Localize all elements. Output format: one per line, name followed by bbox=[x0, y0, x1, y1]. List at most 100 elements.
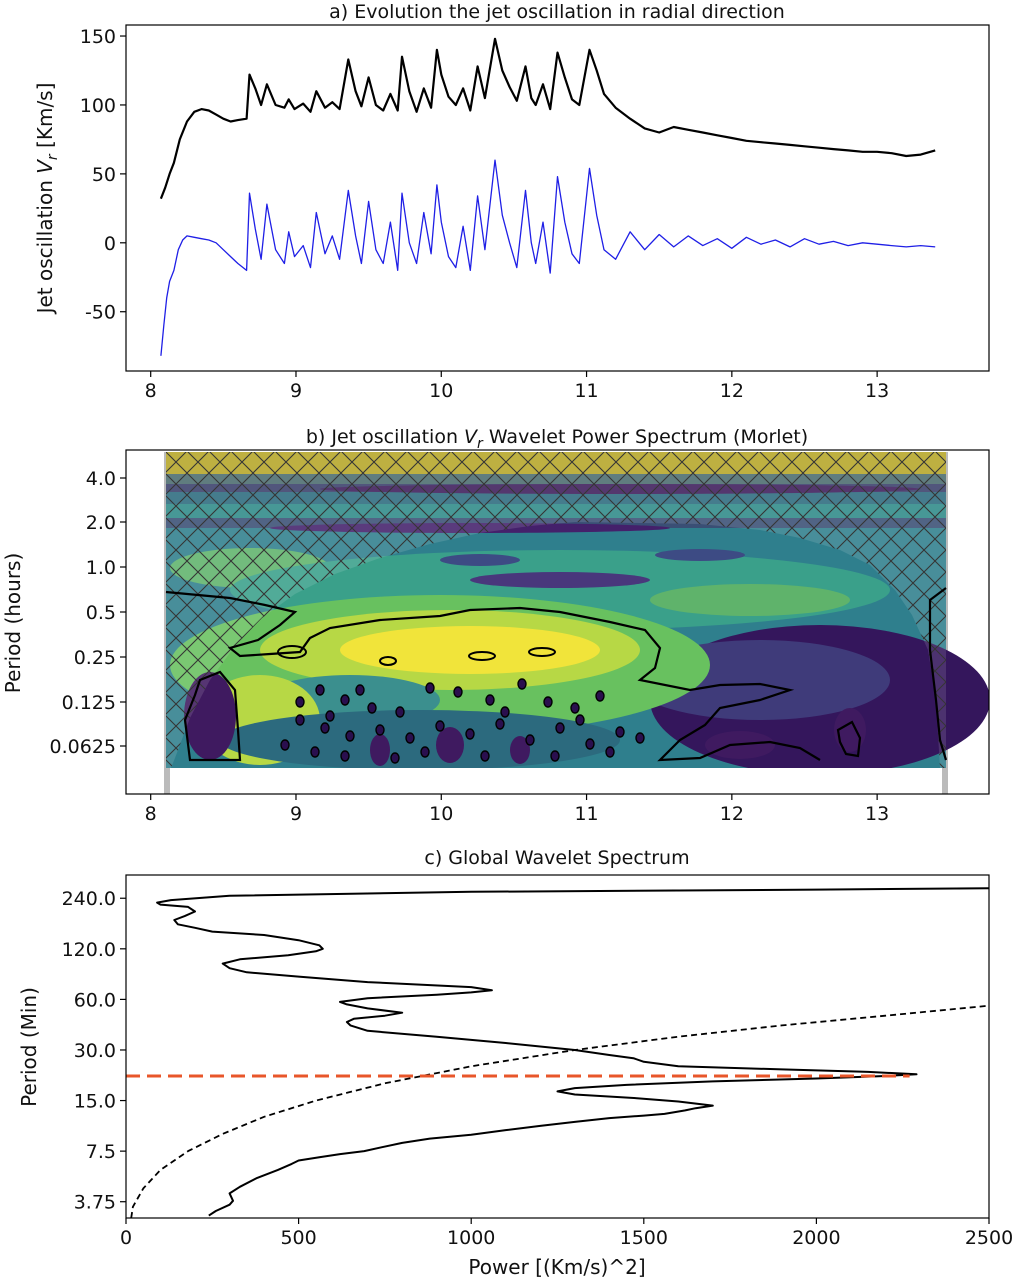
significance-dot bbox=[570, 702, 580, 714]
y-tick-label: 0.5 bbox=[86, 602, 116, 624]
series-line-0 bbox=[156, 887, 989, 1217]
significance-contour bbox=[928, 587, 948, 761]
y-tick-label: 50 bbox=[92, 164, 116, 186]
x-tick-label: 12 bbox=[720, 803, 744, 825]
panel-b-frame bbox=[125, 449, 990, 795]
panel-a-y-label-unit: [Km/s] bbox=[33, 83, 57, 155]
significance-dot bbox=[543, 696, 553, 708]
significance-dot bbox=[345, 730, 355, 742]
significance-dot bbox=[395, 706, 405, 718]
significance-dots bbox=[280, 678, 645, 764]
significance-dot bbox=[280, 739, 290, 751]
x-tick-label: 12 bbox=[720, 380, 744, 402]
significance-dot bbox=[425, 682, 435, 694]
panel-b-y-axis-label: Period (hours) bbox=[1, 553, 25, 694]
y-tick-label: -50 bbox=[85, 302, 116, 324]
panel-b-title-subscript: r bbox=[477, 436, 484, 452]
x-tick-label: 2000 bbox=[792, 1227, 840, 1249]
significance-dot bbox=[405, 732, 415, 744]
significance-dot bbox=[325, 710, 335, 722]
significance-dot bbox=[315, 684, 325, 696]
significance-dot bbox=[495, 718, 505, 730]
y-tick-label: 3.75 bbox=[74, 1192, 116, 1214]
power-blob bbox=[220, 710, 620, 770]
y-tick-label: 0.25 bbox=[74, 647, 116, 669]
x-tick-label: 13 bbox=[865, 803, 889, 825]
cone-of-influence bbox=[166, 452, 946, 768]
x-tick-label: 10 bbox=[429, 380, 453, 402]
panel-a-frame bbox=[125, 24, 990, 372]
significance-dot bbox=[500, 706, 510, 718]
significance-dot bbox=[517, 678, 527, 690]
panel-a-y-axis: -50 0 50 100 150 bbox=[80, 26, 126, 324]
x-tick-label: 2500 bbox=[965, 1227, 1013, 1249]
panel-a-y-axis-label: Jet oscillation Vr [Km/s] bbox=[33, 83, 61, 316]
y-tick-label: 1.0 bbox=[86, 557, 116, 579]
panel-c-frame bbox=[125, 874, 990, 1219]
panel-b-title-prefix: b) Jet oscillation bbox=[306, 426, 464, 448]
significance-dot bbox=[295, 696, 305, 708]
x-tick-label: 1500 bbox=[620, 1227, 668, 1249]
significance-dot bbox=[340, 750, 350, 762]
series-line-1 bbox=[130, 1004, 989, 1218]
x-tick-label: 13 bbox=[865, 380, 889, 402]
significance-dot bbox=[435, 720, 445, 732]
power-blob bbox=[470, 572, 650, 588]
coi-edge-right-bottom bbox=[942, 768, 948, 794]
x-tick-label: 0 bbox=[120, 1227, 132, 1249]
panel-a-x-axis: 8 9 10 11 12 13 bbox=[145, 371, 889, 402]
significance-dot bbox=[575, 714, 585, 726]
significance-dot bbox=[355, 684, 365, 696]
x-tick-label: 11 bbox=[574, 380, 598, 402]
significance-dot bbox=[635, 732, 645, 744]
y-tick-label: 0.0625 bbox=[50, 736, 116, 758]
spectrum-bottom-mask bbox=[126, 768, 989, 794]
power-blob bbox=[834, 708, 866, 752]
panel-a: a) Evolution the jet oscillation in radi… bbox=[33, 1, 990, 402]
y-tick-label: 30.0 bbox=[74, 1040, 116, 1062]
significance-dot bbox=[550, 750, 560, 762]
panel-b-y-axis: 4.0 2.0 1.0 0.5 0.25 0.125 0.0625 bbox=[50, 468, 126, 758]
significance-dot bbox=[453, 686, 463, 698]
cone-of-influence-shade bbox=[166, 452, 946, 768]
series-line-1 bbox=[160, 159, 936, 356]
x-tick-label: 1000 bbox=[447, 1227, 495, 1249]
significance-dot bbox=[595, 690, 605, 702]
power-blob bbox=[655, 549, 745, 561]
power-blob bbox=[650, 584, 850, 616]
y-tick-label: 100 bbox=[80, 95, 116, 117]
panel-c: c) Global Wavelet Spectrum 0 500 1000 1500 2… bbox=[17, 847, 1013, 1279]
significance-dot bbox=[390, 752, 400, 764]
power-blob bbox=[340, 626, 600, 674]
panel-a-y-label-main: Jet oscillation bbox=[33, 174, 57, 316]
panel-b-title-symbol: V bbox=[464, 426, 479, 448]
power-blob bbox=[440, 554, 520, 566]
x-tick-label: 9 bbox=[290, 380, 302, 402]
x-tick-label: 10 bbox=[429, 803, 453, 825]
significance-dot bbox=[485, 694, 495, 706]
significance-dot bbox=[605, 746, 615, 758]
x-tick-label: 500 bbox=[280, 1227, 316, 1249]
significance-dot bbox=[555, 722, 565, 734]
coi-edge-left-bottom bbox=[164, 768, 170, 794]
significance-dot bbox=[367, 702, 377, 714]
significance-contour bbox=[165, 590, 821, 762]
significance-contour bbox=[277, 645, 307, 659]
panel-b-title-suffix: Wavelet Power Spectrum (Morlet) bbox=[483, 426, 808, 448]
panel-b-x-axis: 8 9 10 11 12 13 bbox=[145, 794, 889, 825]
panel-b-title: b) Jet oscillation Vr Wavelet Power Spec… bbox=[306, 426, 808, 452]
y-tick-label: 60.0 bbox=[74, 989, 116, 1011]
significance-contour bbox=[528, 647, 556, 657]
panel-a-title: a) Evolution the jet oscillation in radi… bbox=[329, 1, 785, 23]
significance-contour bbox=[836, 720, 862, 758]
significance-contour bbox=[468, 651, 496, 661]
significance-dot bbox=[310, 746, 320, 758]
y-tick-label: 2.0 bbox=[86, 512, 116, 534]
panel-a-plot-area bbox=[159, 37, 936, 356]
panel-c-plot-area bbox=[126, 887, 989, 1218]
significance-dot bbox=[585, 738, 595, 750]
panel-a-y-label-subscript: r bbox=[45, 153, 61, 160]
significance-dot bbox=[295, 714, 305, 726]
x-tick-label: 8 bbox=[145, 803, 157, 825]
